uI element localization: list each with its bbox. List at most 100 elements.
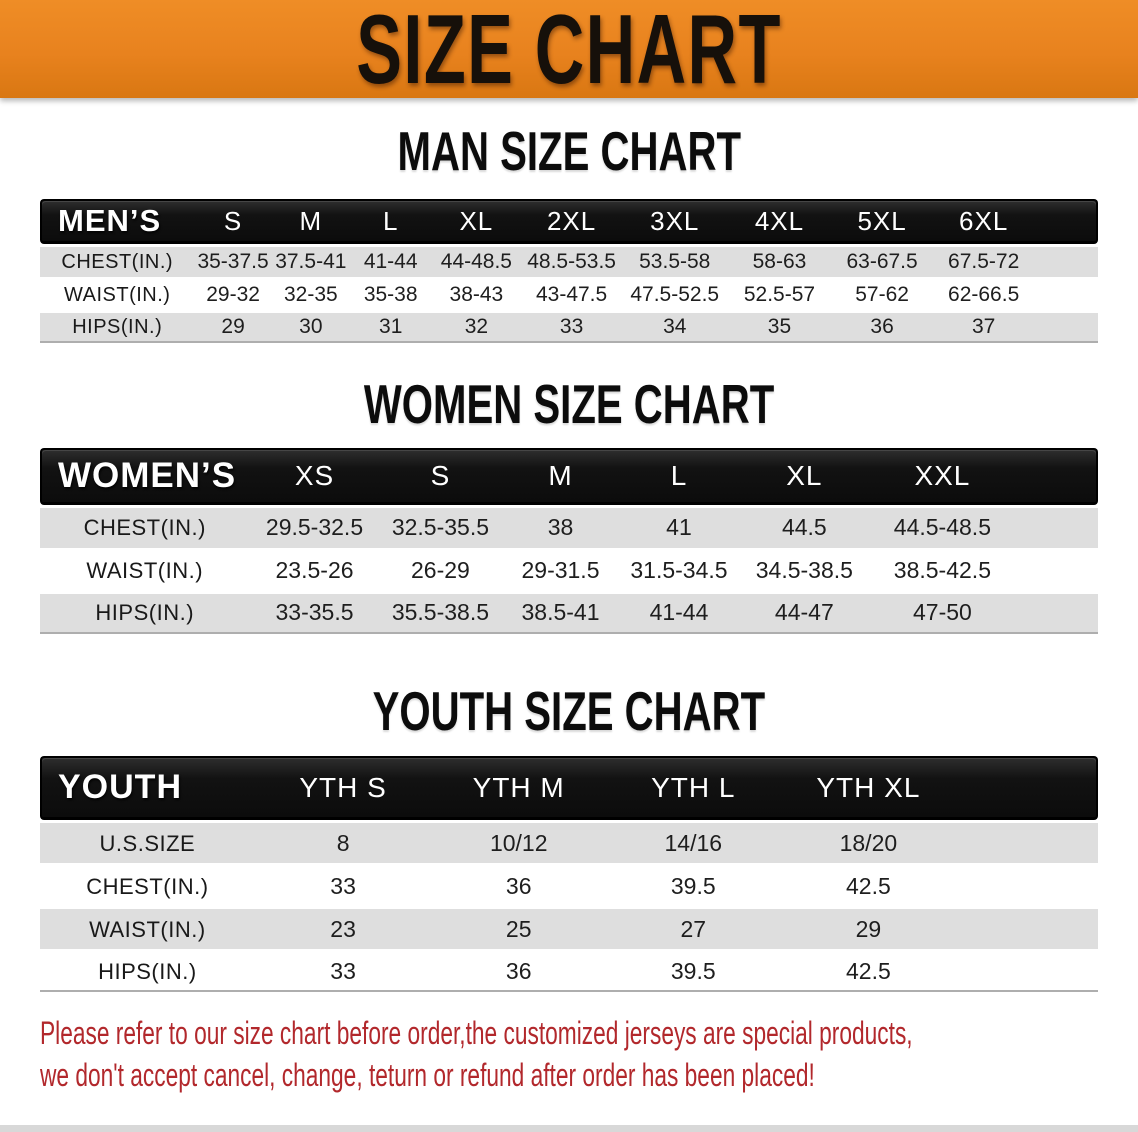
measurement-value-cell: 41-44	[619, 590, 739, 634]
measurement-value-cell: 37.5-41	[271, 244, 350, 278]
measurement-value-cell: 52.5-57	[727, 277, 832, 311]
size-column-header-text: YTH S	[299, 771, 387, 803]
measurement-value-cell: 57-62	[831, 277, 933, 311]
measurement-value-cell-text: 42.5	[845, 957, 891, 984]
women-section-heading-text: WOMEN SIZE CHART	[363, 373, 775, 436]
size-column-header: XL	[738, 447, 871, 505]
measurement-row-label: WAIST(IN.)	[40, 906, 255, 950]
size-column-header-text: 3XL	[650, 205, 700, 236]
measurement-value-cell-text: 43-47.5	[535, 283, 608, 307]
measurement-value-cell: 27	[606, 906, 781, 950]
size-column-header-text: YTH XL	[816, 771, 921, 803]
measurement-value-cell-text: 33	[330, 957, 356, 984]
size-column-header: 4XL	[727, 199, 832, 245]
measurement-value-cell: 35	[727, 310, 832, 344]
measurement-value-cell-text: 38.5-41	[521, 599, 600, 626]
disclaimer-text: Please refer to our size chart before or…	[40, 1012, 1138, 1096]
measurement-value-cell-text: 31	[379, 315, 403, 339]
size-column-header: M	[501, 447, 620, 505]
measurement-value-cell: 44-48.5	[431, 244, 522, 278]
measurement-value-cell: 47-50	[870, 590, 1015, 634]
measurement-value-cell-text: 14/16	[664, 829, 723, 856]
measurement-value-cell-text: 34.5-38.5	[755, 557, 853, 584]
size-column-header-text: XXL	[914, 459, 971, 491]
measurement-value-cell: 44.5	[738, 504, 871, 548]
measurement-value-cell-text: 41-44	[363, 250, 418, 274]
measurement-value-cell: 29	[780, 906, 957, 950]
size-column-header-text: 4XL	[754, 205, 805, 236]
size-column-header-text: XS	[294, 459, 335, 491]
measurement-row-label-text: WAIST(IN.)	[86, 558, 204, 584]
measurement-value-cell: 29.5-32.5	[249, 504, 380, 548]
measurement-value-cell-text: 37.5-41	[275, 250, 347, 274]
measurement-value-cell-text: 30	[299, 315, 323, 339]
measurement-value-cell: 37	[932, 310, 1035, 344]
table-group-label: WOMEN’S	[40, 447, 250, 505]
measurement-value-cell-text: 41	[666, 514, 692, 541]
measurement-value-cell-text: 32	[464, 315, 489, 339]
measurement-value-cell-text: 25	[505, 915, 532, 942]
measurement-row-label-text: CHEST(IN.)	[83, 515, 206, 541]
measurement-value-cell: 8	[254, 820, 432, 864]
measurement-value-cell: 36	[431, 949, 606, 993]
measurement-value-cell-text: 57-62	[855, 283, 909, 307]
measurement-value-cell-text: 29-32	[206, 283, 260, 307]
measurement-value-cell: 43-47.5	[521, 277, 622, 311]
bottom-edge-strip	[0, 1125, 1138, 1132]
table-group-label-text: YOUTH	[58, 768, 182, 807]
measurement-value-cell-text: 37	[971, 315, 996, 339]
measurement-value-cell-text: 35-38	[363, 283, 418, 307]
size-column-header: 5XL	[831, 199, 933, 245]
measurement-value-cell: 42.5	[780, 949, 957, 993]
measurement-value-cell: 41-44	[349, 244, 432, 278]
measurement-value-cell: 53.5-58	[621, 244, 728, 278]
measurement-value-cell-text: 29-31.5	[521, 557, 600, 584]
men-section: MAN SIZE CHART MEN’S S M L XL 2XL 3XL 4XL 5XL 6XL…	[0, 121, 1138, 344]
measurement-value-cell-text: 36	[505, 957, 532, 984]
measurement-value-cell: 34.5-38.5	[738, 547, 871, 591]
measurement-row-label: HIPS(IN.)	[40, 310, 195, 344]
measurement-value-cell: 35-38	[349, 277, 432, 311]
disclaimer-line-2: we don't accept cancel, change, teturn o…	[40, 1057, 815, 1094]
size-column-header: 6XL	[932, 199, 1035, 245]
size-column-header: YTH L	[606, 756, 781, 821]
measurement-value-cell-text: 58-63	[752, 250, 807, 274]
measurement-row-label-text: CHEST(IN.)	[86, 873, 209, 899]
measurement-value-cell: 63-67.5	[831, 244, 933, 278]
measurement-row-label-text: HIPS(IN.)	[72, 316, 163, 339]
table-group-label-text: MEN’S	[58, 203, 162, 239]
measurement-value-cell-text: 10/12	[489, 829, 548, 856]
measurement-value-cell-text: 44-47	[774, 599, 834, 626]
row-spacer-cell	[1034, 244, 1098, 278]
size-column-header: 3XL	[621, 199, 728, 245]
measurement-value-cell-text: 39.5	[670, 957, 716, 984]
size-column-header-text: XL	[459, 205, 494, 236]
women-size-table: WOMEN’S XS S M L XL XXL CHEST(IN.) 29.5-32.5 32.5…	[40, 447, 1098, 634]
measurement-value-cell-text: 18/20	[839, 829, 898, 856]
measurement-value-cell: 29-32	[194, 277, 272, 311]
size-column-header-text: 5XL	[857, 205, 907, 236]
measurement-value-cell: 42.5	[780, 863, 957, 907]
measurement-value-cell: 58-63	[727, 244, 832, 278]
measurement-value-cell: 39.5	[606, 949, 781, 993]
measurement-value-cell: 29	[194, 310, 272, 344]
row-spacer-cell	[956, 863, 1098, 907]
table-group-label-text: WOMEN’S	[58, 455, 237, 495]
measurement-row-label-text: WAIST(IN.)	[89, 916, 206, 942]
measurement-value-cell: 36	[431, 863, 606, 907]
measurement-value-cell: 48.5-53.5	[521, 244, 622, 278]
measurement-value-cell: 62-66.5	[932, 277, 1035, 311]
measurement-row-label-text: U.S.SIZE	[99, 830, 196, 856]
measurement-value-cell-text: 42.5	[845, 872, 891, 899]
measurement-value-cell: 32.5-35.5	[379, 504, 502, 548]
size-column-header: YTH XL	[780, 756, 957, 821]
header-spacer-cell	[1014, 447, 1098, 505]
measurement-value-cell-text: 38	[547, 514, 574, 541]
measurement-value-cell: 26-29	[379, 547, 502, 591]
size-column-header: S	[379, 447, 502, 505]
size-column-header-text: M	[299, 205, 323, 236]
measurement-value-cell: 38	[501, 504, 620, 548]
measurement-value-cell-text: 36	[505, 872, 532, 899]
row-spacer-cell	[1034, 277, 1098, 311]
